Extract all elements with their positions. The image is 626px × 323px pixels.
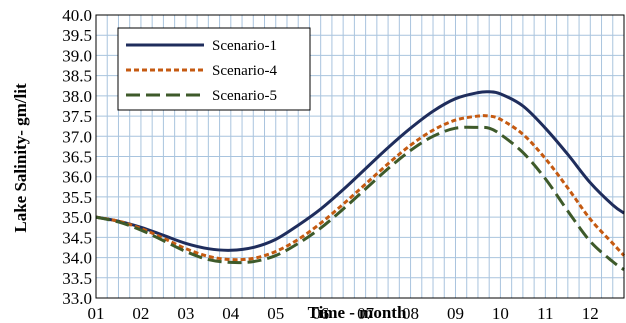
legend-label: Scenario-5: [212, 88, 277, 104]
y-tick-label: 36.5: [62, 148, 92, 167]
x-tick-labels: 01 02 03 04 05 06 07 08 09 10 11 12: [88, 304, 599, 323]
x-tick-label: 11: [537, 304, 553, 323]
y-tick-label: 38.0: [62, 87, 92, 106]
y-tick-label: 33.5: [62, 269, 92, 288]
x-tick-label: 08: [402, 304, 419, 323]
x-tick-label: 01: [88, 304, 105, 323]
y-tick-label: 34.0: [62, 249, 92, 268]
y-tick-label: 36.0: [62, 168, 92, 187]
y-tick-label: 39.5: [62, 26, 92, 45]
x-tick-label: 03: [177, 304, 194, 323]
y-axis-title: Lake Salinity- gm/lit: [11, 83, 30, 233]
series-lines: [95, 90, 626, 271]
y-tick-label: 35.5: [62, 188, 92, 207]
y-tick-label: 37.5: [62, 107, 92, 126]
plot-area-border: [95, 14, 625, 299]
legend-label: Scenario-4: [212, 63, 277, 79]
x-tick-label: 05: [267, 304, 284, 323]
y-tick-label: 37.0: [62, 127, 92, 146]
x-tick-label: 09: [447, 304, 464, 323]
x-tick-label: 10: [492, 304, 509, 323]
gridlines: [95, 14, 625, 299]
x-axis-title: Time - month: [308, 303, 407, 322]
y-tick-label: 40.0: [62, 6, 92, 25]
legend-label: Scenario-1: [212, 38, 277, 54]
y-tick-label: 35.0: [62, 208, 92, 227]
y-tick-label: 39.0: [62, 46, 92, 65]
x-tick-label: 02: [132, 304, 149, 323]
series-line-2: [95, 114, 626, 262]
x-tick-label: 12: [582, 304, 599, 323]
x-tick-label: 06: [312, 304, 329, 323]
x-tick-label: 04: [222, 304, 240, 323]
x-tick-label: 07: [357, 304, 375, 323]
legend: Scenario-1 Scenario-4 Scenario-5: [117, 27, 311, 111]
y-tick-label: 34.5: [62, 228, 92, 247]
y-tick-label: 38.5: [62, 67, 92, 86]
series-line-1: [95, 90, 625, 252]
y-tick-label: 33.0: [62, 289, 92, 308]
y-tick-labels: 33.033.534.0 34.535.035.536.036.5 37.037.5…: [62, 6, 92, 308]
